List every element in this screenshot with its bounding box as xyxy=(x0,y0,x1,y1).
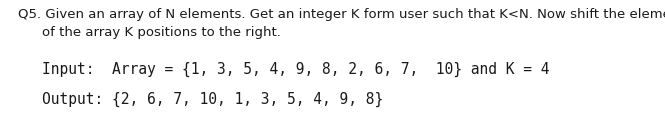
Text: Output: {2, 6, 7, 10, 1, 3, 5, 4, 9, 8}: Output: {2, 6, 7, 10, 1, 3, 5, 4, 9, 8} xyxy=(42,92,383,107)
Text: of the array K positions to the right.: of the array K positions to the right. xyxy=(42,26,281,39)
Text: Input:  Array = {1, 3, 5, 4, 9, 8, 2, 6, 7,  10} and K = 4: Input: Array = {1, 3, 5, 4, 9, 8, 2, 6, … xyxy=(42,62,549,77)
Text: Q5. Given an array of N elements. Get an integer K form user such that K<N. Now : Q5. Given an array of N elements. Get an… xyxy=(18,8,665,21)
